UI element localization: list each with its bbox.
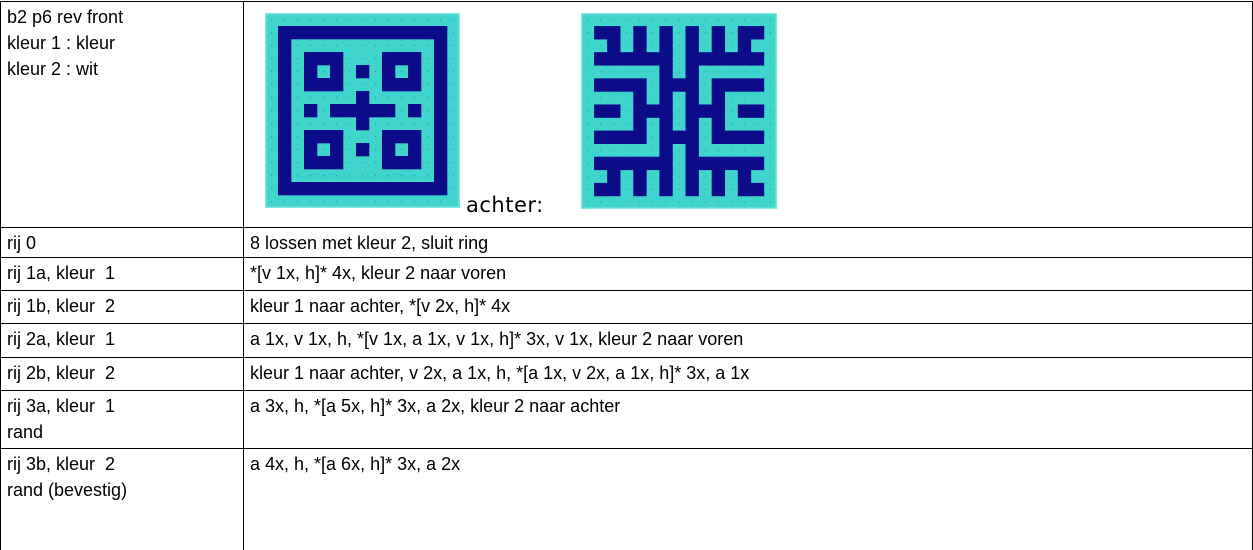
label-text: rij 1b, kleur 2 bbox=[7, 296, 116, 316]
pattern-image bbox=[265, 13, 460, 208]
label-text: rij 3a, kleur 1 bbox=[7, 396, 116, 416]
label-text: rij 2b, kleur 2 bbox=[7, 363, 116, 383]
label-cell: rij 2b, kleur 2 bbox=[0, 357, 243, 390]
label-cell: rij 1b, kleur 2 bbox=[0, 290, 243, 323]
instruction-text: kleur 1 naar achter, v 2x, a 1x, h, *[a … bbox=[250, 363, 750, 383]
pattern-image bbox=[581, 13, 777, 209]
content-cell: a 1x, v 1x, h, *[v 1x, a 1x, v 1x, h]* 3… bbox=[243, 323, 1253, 357]
label-cell: rij 2a, kleur 1 bbox=[0, 323, 243, 357]
instruction-text: *[v 1x, h]* 4x, kleur 2 naar voren bbox=[250, 263, 507, 283]
instruction-text: 8 lossen met kleur 2, sluit ring bbox=[250, 233, 489, 253]
instruction-text: a 1x, v 1x, h, *[v 1x, a 1x, v 1x, h]* 3… bbox=[250, 329, 744, 349]
instruction-text: kleur 1 naar achter, *[v 2x, h]* 4x bbox=[250, 296, 511, 316]
content-cell: 8 lossen met kleur 2, sluit ring bbox=[243, 227, 1253, 257]
instruction-text: a 3x, h, *[a 5x, h]* 3x, a 2x, kleur 2 n… bbox=[250, 396, 621, 416]
content-cell: a 3x, h, *[a 5x, h]* 3x, a 2x, kleur 2 n… bbox=[243, 390, 1253, 448]
label-text: rij 1a, kleur 1 bbox=[7, 263, 116, 283]
label-text: b2 p6 rev front bbox=[7, 7, 124, 27]
label-text: kleur 1 : kleur bbox=[7, 33, 116, 53]
label-text: rand bbox=[7, 422, 44, 442]
content-cell: kleur 1 naar achter, *[v 2x, h]* 4x bbox=[243, 290, 1253, 323]
instruction-text: a 4x, h, *[a 6x, h]* 3x, a 2x bbox=[250, 454, 461, 474]
label-cell: rij 0 bbox=[0, 227, 243, 257]
label-text: rij 2a, kleur 1 bbox=[7, 329, 116, 349]
label-text: rij 3b, kleur 2 bbox=[7, 454, 116, 474]
content-cell: *[v 1x, h]* 4x, kleur 2 naar voren bbox=[243, 257, 1253, 290]
label-cell: b2 p6 rev front kleur 1 : kleur kleur 2 : … bbox=[0, 1, 243, 227]
content-cell: kleur 1 naar achter, v 2x, a 1x, h, *[a … bbox=[243, 357, 1253, 390]
label-text: kleur 2 : wit bbox=[7, 59, 99, 79]
label-cell: rij 3a, kleur 1 rand bbox=[0, 390, 243, 448]
label-text: rand (bevestig) bbox=[7, 480, 128, 500]
label-text: rij 0 bbox=[7, 233, 37, 253]
content-cell: a 4x, h, *[a 6x, h]* 3x, a 2x bbox=[243, 448, 1253, 550]
caption: achter: bbox=[466, 193, 544, 217]
label-cell: rij 1a, kleur 1 bbox=[0, 257, 243, 290]
label-cell: rij 3b, kleur 2 rand (bevestig) bbox=[0, 448, 243, 550]
